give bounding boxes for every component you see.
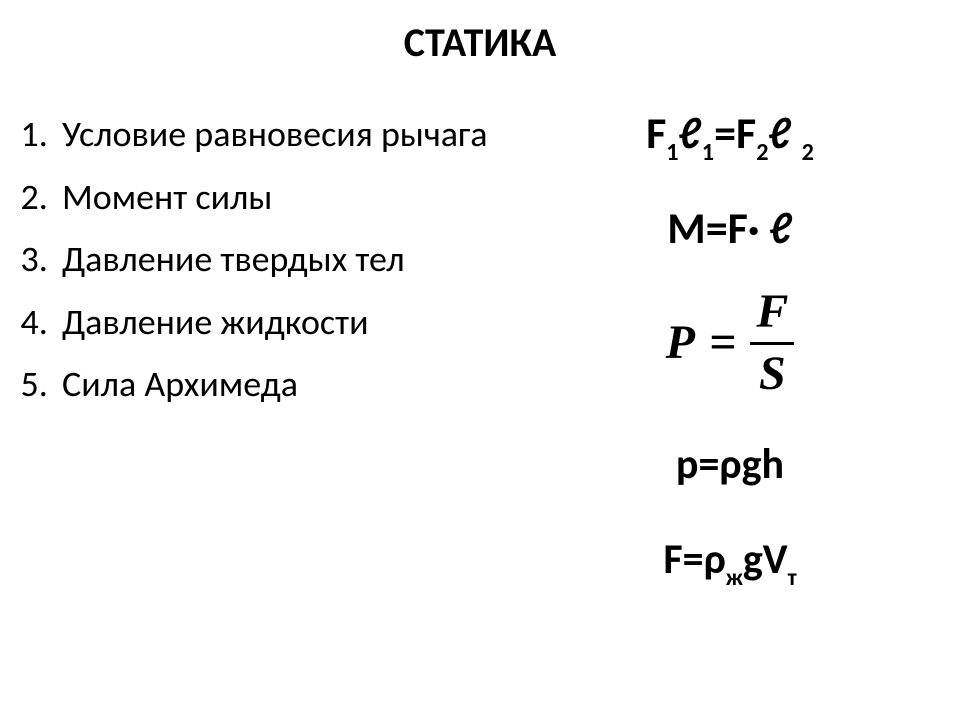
list-item: Условие равновесия рычага <box>56 110 488 159</box>
formulas-column: F1ℓ1=F2ℓ 2 M=F· ℓ P = F S p=ρgh F=ρжgVт <box>520 110 940 590</box>
list-item: Давление жидкости <box>56 298 488 347</box>
formula-pressure-liquid: p=ρgh <box>520 439 940 490</box>
subscript-t: т <box>788 564 797 592</box>
formula-moment: M=F· ℓ <box>520 205 940 251</box>
concepts-list: Условие равновесия рычага Момент силы Да… <box>8 110 488 409</box>
list-item: Давление твердых тел <box>56 235 488 284</box>
subscript-zh: ж <box>726 564 743 592</box>
fraction-denominator: S <box>753 347 792 399</box>
formula-text: gV <box>743 534 788 585</box>
formula-lever-equilibrium: F1ℓ1=F2ℓ 2 <box>520 110 940 163</box>
var-F: F <box>646 106 666 160</box>
concepts-list-container: Условие равновесия рычага Момент силы Да… <box>8 110 488 423</box>
formula-archimedes: F=ρжgVт <box>520 534 940 589</box>
var-P: P <box>666 318 695 368</box>
equals-sign: = <box>714 106 736 160</box>
list-item: Момент силы <box>56 173 488 222</box>
subscript-1: 1 <box>702 138 714 167</box>
spacer <box>792 106 802 160</box>
fraction-numerator: F <box>750 287 794 339</box>
subscript-2: 2 <box>802 138 814 167</box>
var-F: F <box>736 106 756 160</box>
subscript-1: 1 <box>666 138 678 167</box>
fraction-bar <box>750 342 794 345</box>
var-ell: ℓ <box>770 201 793 255</box>
page-title: СТАТИКА <box>0 18 960 67</box>
equals-sign: = <box>709 318 736 368</box>
formula-text: F=ρ <box>663 534 725 585</box>
slide: СТАТИКА Условие равновесия рычага Момент… <box>0 0 960 720</box>
var-ell: ℓ <box>679 106 702 160</box>
subscript-2: 2 <box>756 138 768 167</box>
formula-text: M=F· <box>667 201 759 255</box>
formula-pressure-solid: P = F S <box>520 287 940 399</box>
list-item: Сила Архимеда <box>56 360 488 409</box>
spacer <box>760 201 770 255</box>
var-ell: ℓ <box>768 106 791 160</box>
fraction: F S <box>750 287 794 399</box>
